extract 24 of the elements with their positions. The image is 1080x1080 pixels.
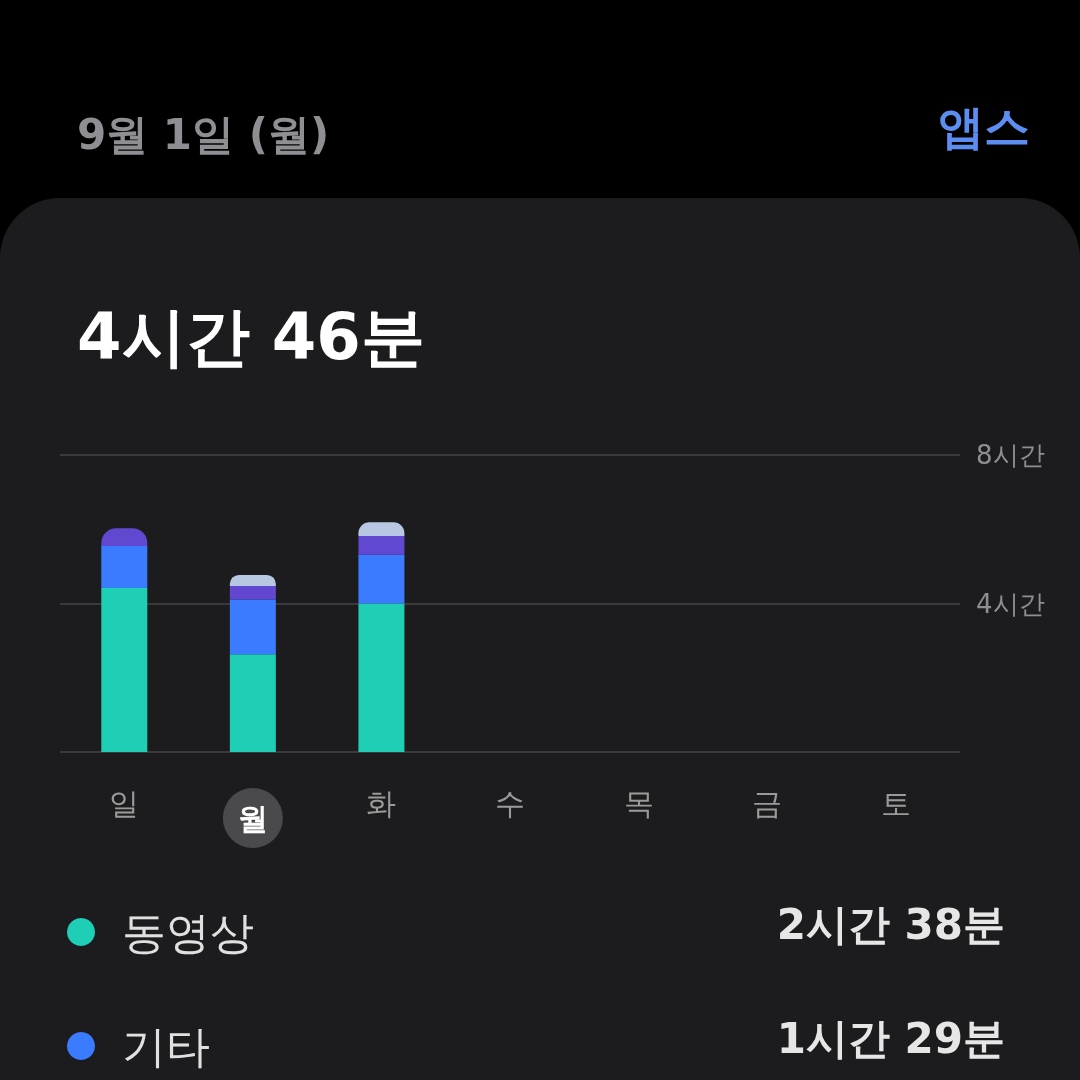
x-tick-label: 월 (237, 800, 268, 836)
bar (358, 554, 405, 604)
bar (229, 599, 276, 655)
bar (101, 587, 148, 752)
text: 앱스 (938, 100, 1030, 154)
bar (229, 586, 276, 600)
bar (229, 654, 276, 752)
x-tick-label: 토 (880, 785, 911, 821)
x-tick-label: 일 (109, 785, 140, 821)
text: 1시간 29분 (776, 1013, 1005, 1063)
text: 2시간 38분 (776, 899, 1005, 949)
chart-subtitle: 9월 1일 (월) (77, 109, 330, 159)
legend-label: 동영상 (122, 906, 254, 958)
bar (358, 603, 405, 752)
bar (358, 535, 405, 555)
chart-title: 4시간 46분 (77, 300, 425, 374)
bar (101, 545, 148, 588)
x-tick-label: 금 (752, 785, 783, 821)
x-tick-label: 수 (495, 785, 525, 821)
y-tick-label: 8시간 (976, 440, 1045, 470)
x-tick-label: 화 (366, 785, 397, 821)
y-tick-label: 4시간 (976, 588, 1045, 619)
x-tick-label: 목 (623, 785, 654, 821)
legend-label: 기타 (122, 1020, 210, 1072)
